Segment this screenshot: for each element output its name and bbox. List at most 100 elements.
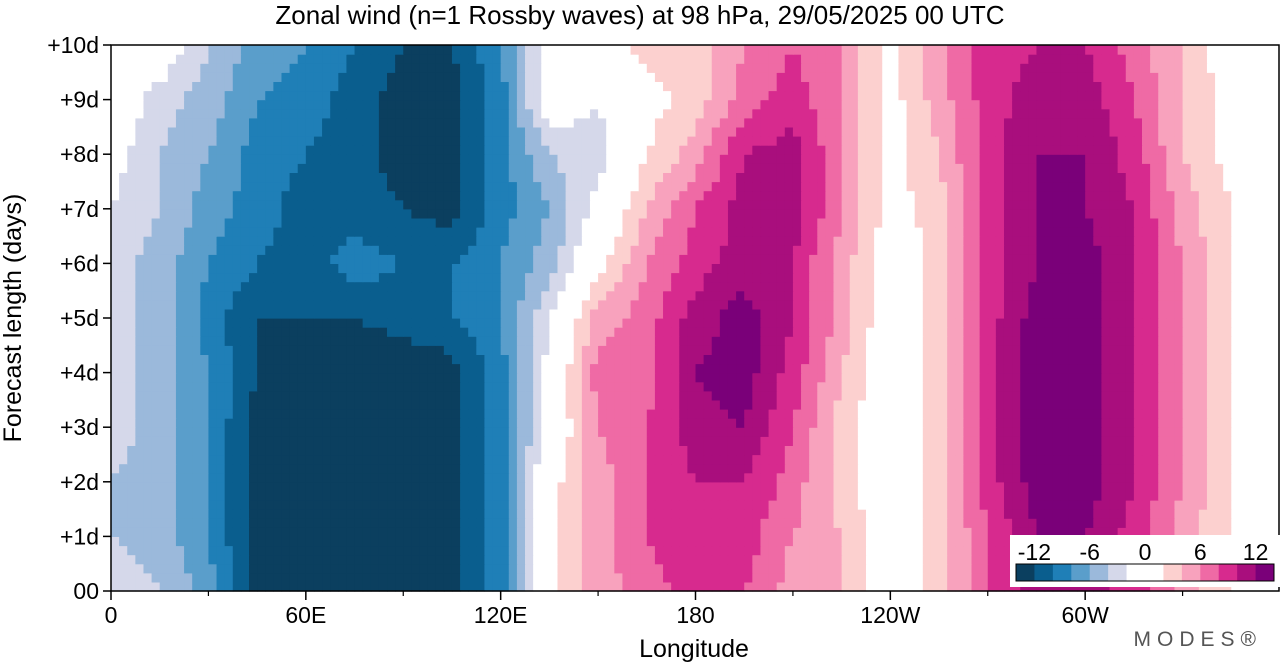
field-cell [451,509,461,519]
field-cell [443,581,453,592]
field-cell [1044,527,1054,537]
field-cell [281,527,291,537]
field-cell [1215,336,1224,346]
field-cell [1198,527,1208,537]
field-cell [500,327,510,337]
field-cell [565,545,575,556]
field-cell [362,409,372,419]
field-cell [411,327,421,337]
field-cell [476,409,486,419]
field-cell [541,563,550,574]
field-cell [679,445,688,456]
field-cell [565,581,575,592]
field-cell [1263,518,1273,528]
field-cell [362,318,372,328]
field-cell [119,381,128,392]
field-cell [370,436,380,446]
field-cell [614,281,624,292]
field-cell [760,545,770,556]
field-cell [914,536,924,547]
field-cell [1198,299,1208,310]
field-cell [841,318,851,328]
field-cell [281,418,291,428]
field-cell [192,354,201,365]
field-cell [208,345,218,355]
field-cell [922,272,932,283]
field-cell [995,299,1005,310]
field-cell [435,445,445,456]
field-cell [1231,318,1241,328]
field-cell [638,481,648,492]
field-cell [849,454,859,465]
field-cell [143,363,153,374]
field-cell [500,399,510,410]
field-cell [1263,318,1273,328]
field-cell [387,290,396,301]
field-cell [995,281,1005,292]
field-cell [906,381,916,392]
field-cell [882,354,891,365]
field-cell [143,372,153,383]
field-cell [695,354,705,365]
field-cell [817,490,826,501]
field-cell [289,272,299,283]
field-cell [1060,308,1070,319]
field-cell [1133,454,1143,465]
field-cell [159,390,169,401]
field-cell [1085,363,1094,374]
field-cell [760,554,770,565]
field-cell [606,581,615,592]
field-cell [809,281,818,292]
field-cell [322,454,331,465]
field-cell [257,445,266,456]
field-cell [1239,445,1249,456]
field-cell [760,281,770,292]
field-cell [533,481,542,492]
field-cell [581,308,591,319]
field-cell [1125,445,1135,456]
field-cell [654,427,664,437]
field-cell [703,327,713,337]
field-cell [979,572,989,583]
field-cell [995,427,1005,437]
field-cell [451,299,461,310]
field-cell [581,272,591,283]
field-cell [1101,409,1111,419]
field-cell [1263,372,1273,383]
field-cell [1117,345,1127,355]
field-cell [281,345,291,355]
field-cell [265,318,274,328]
field-cell [809,354,818,365]
field-cell [606,399,615,410]
field-cell [1093,281,1102,292]
field-cell [1028,472,1038,483]
field-cell [1117,409,1127,419]
field-cell [768,390,778,401]
field-cell [736,481,745,492]
field-cell [232,399,242,410]
field-cell [971,290,981,301]
field-cell [947,463,956,474]
field-cell [638,381,648,392]
field-cell [427,509,437,519]
field-cell [922,418,932,428]
field-cell [622,381,632,392]
field-cell [760,472,770,483]
field-cell [922,581,932,592]
field-cell [216,390,226,401]
field-cell [1052,372,1062,383]
field-cell [606,272,615,283]
field-cell [638,427,648,437]
field-cell [1077,509,1086,519]
field-cell [451,418,461,428]
field-cell [1223,290,1232,301]
field-cell [768,427,778,437]
field-cell [833,354,843,365]
field-cell [330,418,339,428]
field-cell [265,572,274,583]
field-cell [395,418,404,428]
field-cell [654,363,664,374]
field-cell [119,572,128,583]
field-cell [1085,436,1094,446]
field-cell [1271,418,1280,428]
